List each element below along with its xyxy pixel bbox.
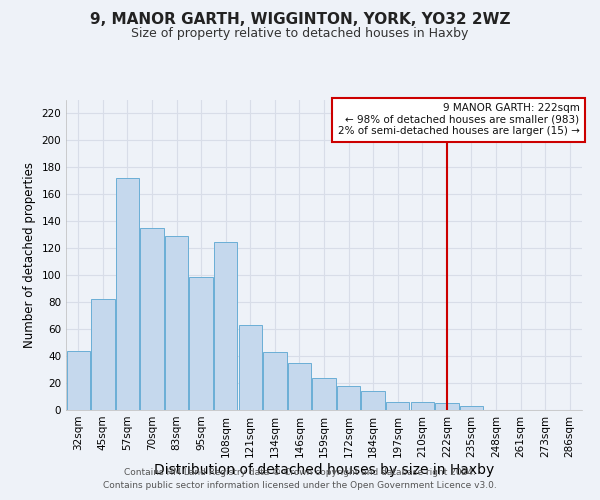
Text: 9 MANOR GARTH: 222sqm
← 98% of detached houses are smaller (983)
2% of semi-deta: 9 MANOR GARTH: 222sqm ← 98% of detached … xyxy=(338,103,580,136)
Bar xyxy=(140,228,164,410)
Bar xyxy=(361,391,385,410)
X-axis label: Distribution of detached houses by size in Haxby: Distribution of detached houses by size … xyxy=(154,462,494,476)
Bar xyxy=(214,242,238,410)
Bar xyxy=(313,378,335,410)
Bar xyxy=(435,404,458,410)
Bar xyxy=(165,236,188,410)
Bar xyxy=(410,402,434,410)
Bar xyxy=(239,325,262,410)
Bar xyxy=(67,350,90,410)
Text: 9, MANOR GARTH, WIGGINTON, YORK, YO32 2WZ: 9, MANOR GARTH, WIGGINTON, YORK, YO32 2W… xyxy=(90,12,510,28)
Text: Size of property relative to detached houses in Haxby: Size of property relative to detached ho… xyxy=(131,28,469,40)
Bar xyxy=(460,406,483,410)
Bar xyxy=(288,363,311,410)
Bar xyxy=(386,402,409,410)
Bar xyxy=(337,386,360,410)
Bar xyxy=(116,178,139,410)
Bar xyxy=(91,300,115,410)
Y-axis label: Number of detached properties: Number of detached properties xyxy=(23,162,36,348)
Text: Contains public sector information licensed under the Open Government Licence v3: Contains public sector information licen… xyxy=(103,482,497,490)
Text: Contains HM Land Registry data © Crown copyright and database right 2024.: Contains HM Land Registry data © Crown c… xyxy=(124,468,476,477)
Bar xyxy=(190,276,213,410)
Bar xyxy=(263,352,287,410)
